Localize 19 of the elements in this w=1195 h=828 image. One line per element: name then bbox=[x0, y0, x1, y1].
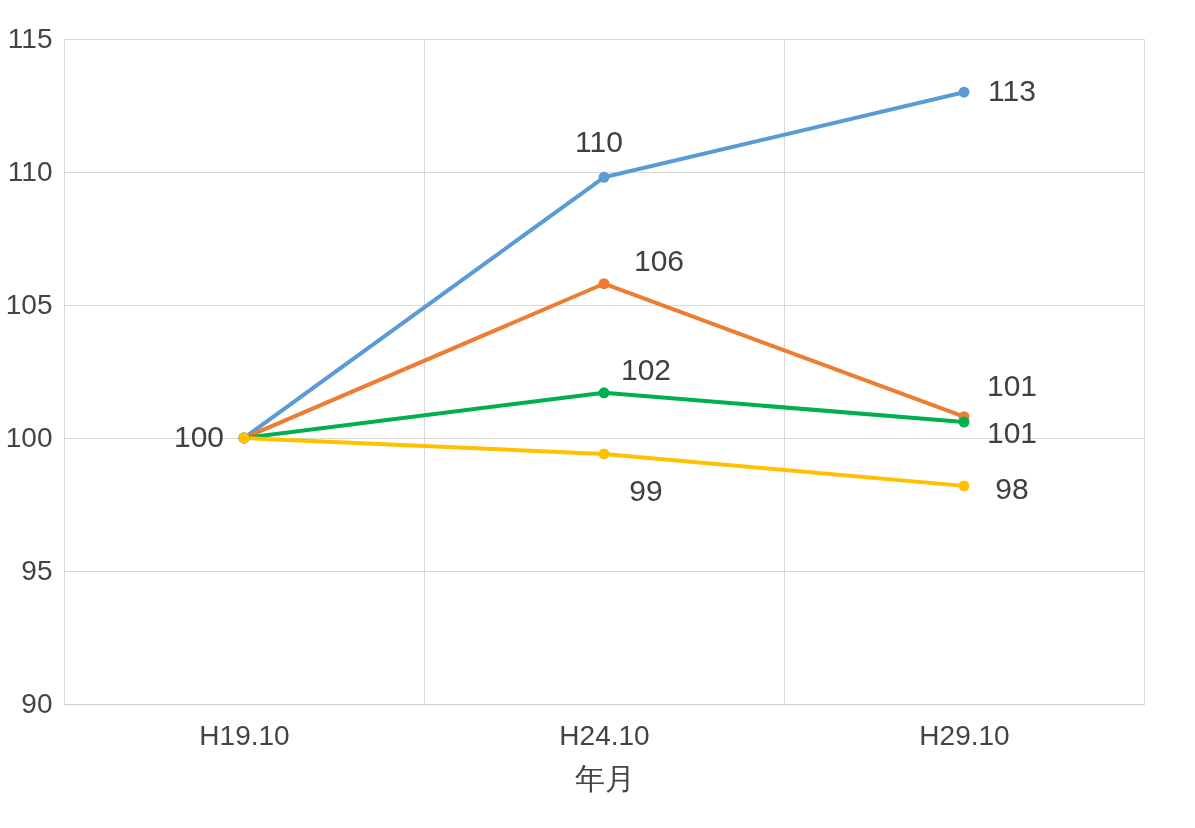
y-tick-label: 105 bbox=[5, 288, 53, 320]
y-tick-label: 90 bbox=[21, 687, 53, 719]
x-axis-title: 年月 bbox=[574, 761, 635, 795]
y-tick-label: 115 bbox=[7, 22, 53, 54]
data-label: 106 bbox=[633, 243, 685, 277]
x-tick-label: H29.10 bbox=[919, 719, 1010, 751]
data-label: 100 bbox=[173, 420, 225, 453]
data-label: 110 bbox=[575, 125, 623, 159]
data-label: 99 bbox=[629, 473, 663, 507]
data-label: 101 bbox=[986, 416, 1038, 450]
y-tick-label: 110 bbox=[7, 155, 53, 187]
y-tick-label: 100 bbox=[5, 421, 53, 453]
data-label: 101 bbox=[986, 368, 1038, 402]
y-tick-label: 95 bbox=[21, 554, 53, 586]
x-tick-label: H19.10 bbox=[199, 719, 290, 751]
data-label: 113 bbox=[988, 74, 1036, 108]
data-label: 102 bbox=[620, 352, 672, 386]
data-label: 98 bbox=[995, 471, 1029, 505]
x-tick-label: H24.10 bbox=[559, 719, 650, 751]
